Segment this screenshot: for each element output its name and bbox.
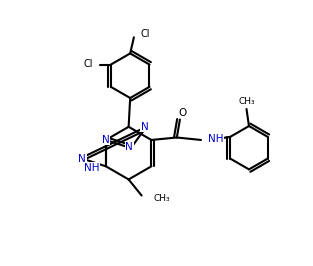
Text: NH: NH xyxy=(208,134,223,144)
Text: O: O xyxy=(178,108,187,118)
Text: NH: NH xyxy=(84,163,99,173)
Text: Cl: Cl xyxy=(84,59,93,69)
Text: N: N xyxy=(102,135,110,145)
Text: N: N xyxy=(141,122,149,132)
Text: Cl: Cl xyxy=(141,28,150,39)
Text: N: N xyxy=(126,143,133,152)
Text: CH₃: CH₃ xyxy=(238,97,255,106)
Text: N: N xyxy=(79,154,86,164)
Text: CH₃: CH₃ xyxy=(153,194,170,203)
